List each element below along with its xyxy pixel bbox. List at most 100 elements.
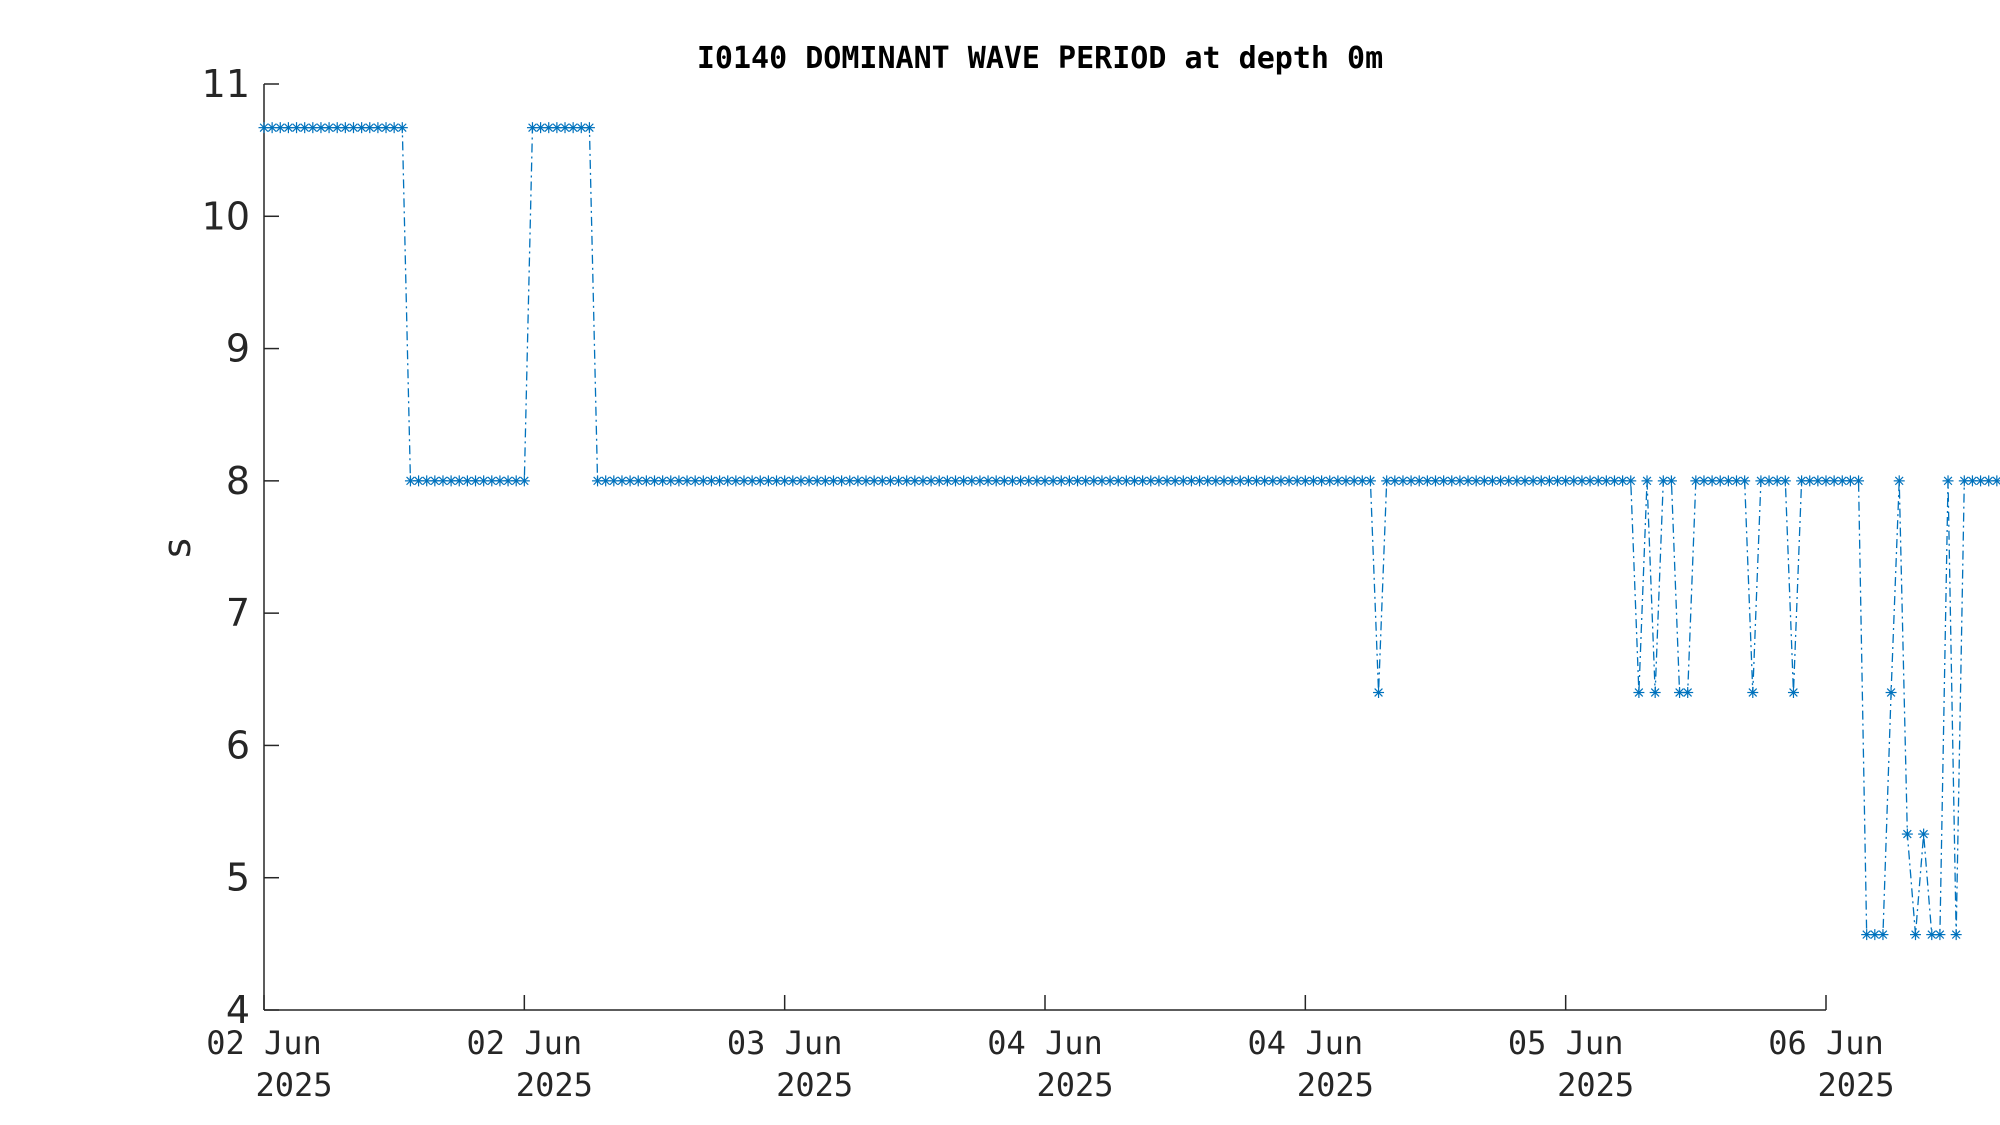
marker-stroke [1634, 688, 1644, 697]
marker-stroke [625, 476, 635, 486]
marker-stroke [853, 476, 863, 486]
x-tick-label-year: 2025 [255, 1066, 332, 1104]
marker-stroke [1333, 476, 1343, 486]
marker-stroke [1862, 930, 1872, 939]
marker-stroke [503, 476, 513, 486]
data-point [1820, 475, 1832, 487]
marker-stroke [1553, 476, 1562, 486]
marker-stroke [1740, 476, 1749, 486]
marker-stroke [812, 476, 822, 486]
marker-stroke [1284, 476, 1294, 486]
marker-stroke [316, 123, 326, 132]
data-point [730, 475, 742, 487]
marker-stroke [943, 476, 952, 486]
marker-stroke [1170, 476, 1180, 486]
data-point [1909, 929, 1921, 941]
marker-stroke [1146, 476, 1156, 486]
marker-stroke [698, 476, 708, 486]
data-point [1511, 475, 1523, 487]
marker-stroke [1382, 476, 1392, 486]
y-tick-label: 9 [226, 327, 250, 371]
marker-stroke [1894, 476, 1904, 486]
marker-stroke [1406, 476, 1416, 486]
marker-stroke [902, 476, 912, 486]
data-point [974, 475, 986, 487]
marker-stroke [389, 123, 399, 132]
marker-stroke [1130, 476, 1139, 486]
data-point [1682, 687, 1694, 699]
data-point [486, 475, 498, 487]
marker-stroke [1732, 476, 1741, 486]
marker-stroke [715, 476, 724, 486]
marker-stroke [1650, 688, 1660, 697]
marker-stroke [682, 476, 692, 486]
marker-stroke [1390, 476, 1400, 486]
marker-stroke [422, 476, 432, 486]
data-point [1747, 687, 1759, 699]
marker-stroke [324, 123, 334, 132]
data-point [526, 122, 538, 134]
marker-stroke [1886, 688, 1896, 697]
data-point [1259, 475, 1271, 487]
marker-stroke [1691, 476, 1701, 486]
x-tick-label-date: 03 Jun [727, 1024, 843, 1062]
marker-stroke [1984, 476, 1994, 486]
marker-stroke [1357, 476, 1367, 486]
marker-stroke [1455, 476, 1465, 486]
data-point [1446, 475, 1458, 487]
marker-stroke [804, 476, 814, 486]
data-point [1991, 475, 2000, 487]
marker-stroke [1431, 476, 1440, 486]
marker-stroke [1675, 688, 1684, 697]
marker-stroke [1846, 476, 1855, 486]
marker-stroke [1667, 476, 1676, 486]
marker-stroke [731, 476, 741, 486]
data-point [819, 475, 831, 487]
marker-stroke [739, 476, 749, 486]
marker-stroke [349, 123, 358, 132]
data-point [1462, 475, 1474, 487]
marker-stroke [1203, 476, 1213, 486]
marker-stroke [926, 476, 936, 486]
marker-stroke [1829, 476, 1839, 486]
data-point [518, 475, 530, 487]
marker-stroke [1512, 476, 1522, 486]
marker-stroke [1081, 476, 1091, 486]
marker-stroke [1520, 476, 1530, 486]
marker-stroke [1756, 476, 1766, 486]
marker-stroke [1463, 476, 1473, 486]
marker-stroke [934, 476, 944, 486]
plot-area [258, 122, 2000, 941]
marker-stroke [861, 476, 871, 486]
marker-stroke [1414, 476, 1424, 486]
data-point [1861, 929, 1873, 941]
marker-stroke [1374, 688, 1383, 697]
y-tick-label: 5 [226, 856, 250, 900]
marker-stroke [1187, 476, 1196, 486]
marker-stroke [560, 123, 570, 132]
data-point [950, 475, 962, 487]
marker-stroke [1658, 476, 1668, 486]
marker-stroke [1325, 476, 1335, 486]
marker-stroke [1569, 476, 1579, 486]
marker-stroke [1227, 476, 1237, 486]
marker-stroke [438, 476, 448, 486]
data-point [502, 475, 514, 487]
data-point [1283, 475, 1295, 487]
marker-stroke [1707, 476, 1717, 486]
marker-stroke [1195, 476, 1204, 486]
marker-stroke [1471, 476, 1481, 486]
marker-stroke [1065, 476, 1074, 486]
marker-stroke [764, 476, 773, 486]
marker-stroke [593, 476, 602, 486]
marker-stroke [357, 123, 366, 132]
marker-stroke [1439, 476, 1448, 486]
marker-stroke [1016, 476, 1025, 486]
marker-stroke [1105, 476, 1115, 486]
data-point [1373, 687, 1385, 699]
marker-stroke [454, 476, 464, 486]
marker-stroke [585, 123, 594, 132]
data-point [1552, 475, 1564, 487]
marker-stroke [1032, 476, 1042, 486]
